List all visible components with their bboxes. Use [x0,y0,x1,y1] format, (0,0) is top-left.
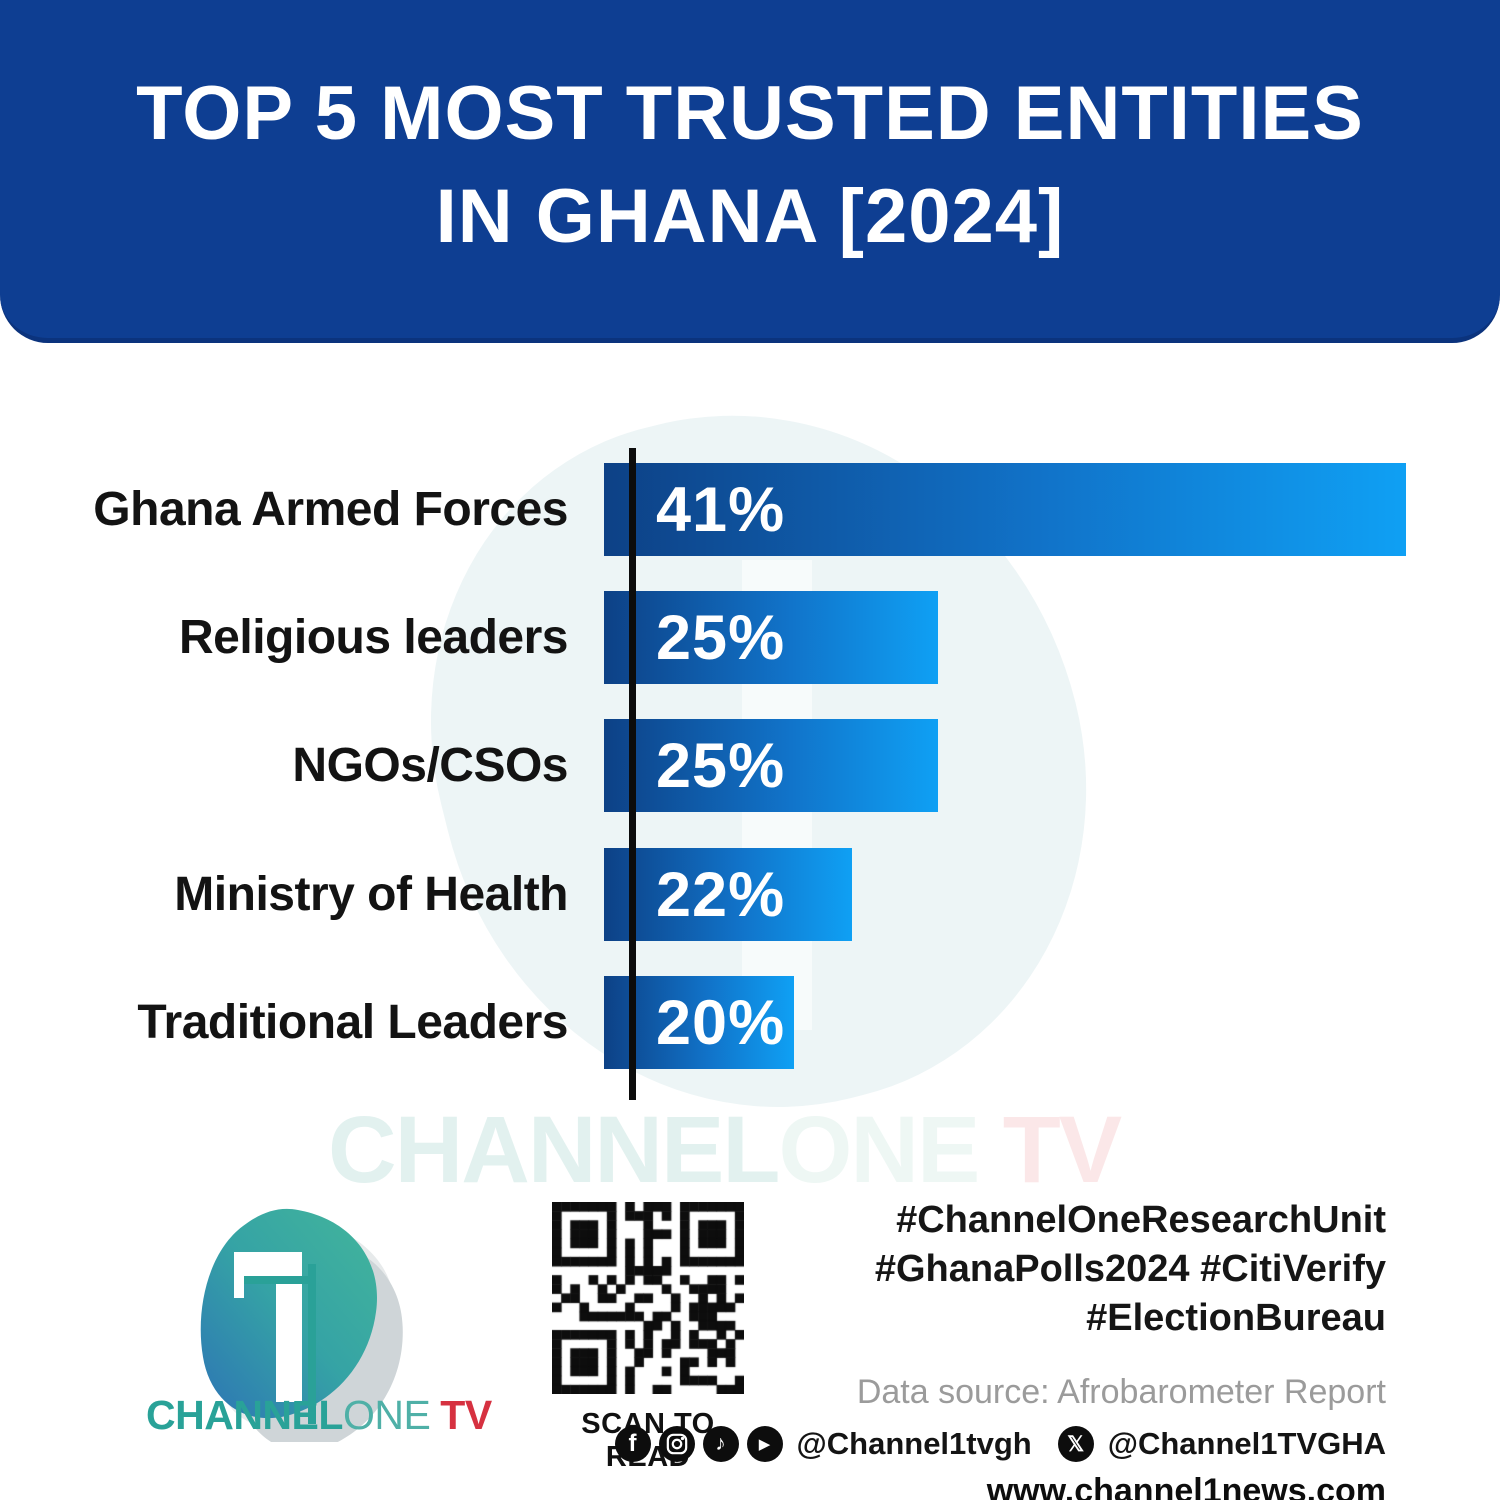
bar-religious-leaders: 25% [604,591,938,684]
logo-wordmark: CHANNELONE TV [146,1392,492,1438]
bar-value: 41% [656,474,786,545]
data-source-note: Data source: Afrobarometer Report [856,1373,1386,1411]
instagram-icon [658,1426,695,1462]
logo-numeral-1 [234,1252,316,1424]
bar-label: Religious leaders [179,611,568,664]
bar-row-ministry-of-health: Ministry of Health 22% [0,848,852,941]
bar-row-religious-leaders: Religious leaders 25% [0,591,938,684]
chart-axis-line [629,448,636,1100]
bar-value: 20% [656,987,786,1058]
hashtag-line: #ElectionBureau [1086,1297,1386,1339]
social-handle-main: @Channel1tvgh [796,1426,1032,1461]
bar-label: NGOs/CSOs [292,739,568,792]
bar-row-traditional-leaders: Traditional Leaders 20% [0,976,794,1069]
channel-one-tv-logo [200,1208,403,1442]
bar-ghana-armed-forces: 41% [604,463,1406,556]
bar-row-ngos-csos: NGOs/CSOs 25% [0,719,938,812]
x-twitter-icon: 𝕏 [1057,1426,1094,1462]
page-title: TOP 5 MOST TRUSTED ENTITIES IN GHANA [202… [136,71,1364,259]
bar-value: 25% [656,602,786,673]
social-handle-x: @Channel1TVGHA [1107,1426,1386,1461]
facebook-icon: f [614,1426,651,1462]
bar-row-ghana-armed-forces: Ghana Armed Forces 41% [0,463,1406,556]
social-row: f ♪ ▶ @Channel1tvgh 𝕏 @Channel1TVGHA [614,1426,1386,1462]
hashtag-line: #GhanaPolls2024 #CitiVerify [874,1248,1386,1290]
channel-one-watermark-text: CHANNELONE TV [328,1097,1122,1203]
youtube-icon: ▶ [746,1426,783,1462]
header-banner: TOP 5 MOST TRUSTED ENTITIES IN GHANA [202… [0,0,1500,343]
hashtag-line: #ChannelOneResearchUnit [896,1199,1386,1241]
qr-code [552,1202,744,1394]
bar-value: 22% [656,859,786,930]
bar-ministry-of-health: 22% [604,848,852,941]
tiktok-icon: ♪ [702,1426,739,1462]
website-url: www.channel1news.com [986,1472,1386,1500]
bar-label: Ministry of Health [174,868,568,921]
hashtags: #ChannelOneResearchUnit #GhanaPolls2024 … [786,1196,1386,1343]
bar-ngos-csos: 25% [604,719,938,812]
bar-label: Ghana Armed Forces [93,483,568,536]
bar-value: 25% [656,730,786,801]
footer-right-block: #ChannelOneResearchUnit #GhanaPolls2024 … [614,1196,1386,1500]
bar-label: Traditional Leaders [137,996,568,1049]
